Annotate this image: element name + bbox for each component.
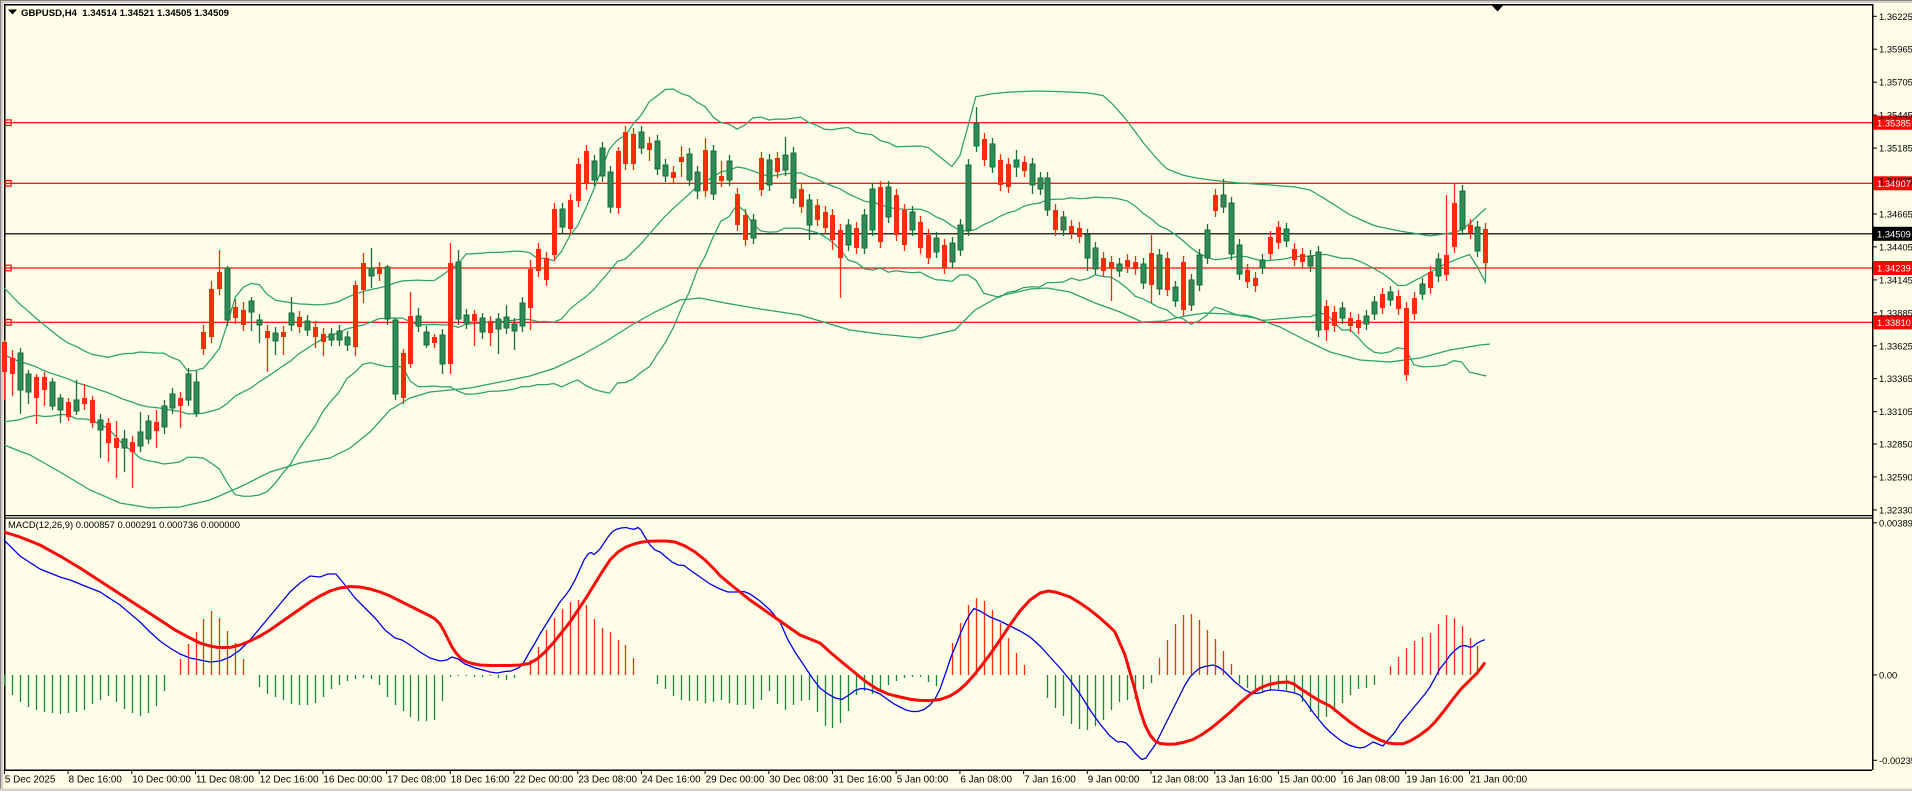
svg-text:7 Jan 16:00: 7 Jan 16:00: [1024, 775, 1076, 786]
svg-text:17 Dec 08:00: 17 Dec 08:00: [387, 775, 446, 786]
svg-text:30 Dec 08:00: 30 Dec 08:00: [769, 775, 828, 786]
svg-text:1.35705: 1.35705: [1879, 77, 1912, 88]
svg-text:16 Dec 00:00: 16 Dec 00:00: [323, 775, 382, 786]
svg-text:11 Dec 08:00: 11 Dec 08:00: [196, 775, 255, 786]
svg-text:1.32590: 1.32590: [1879, 471, 1912, 482]
svg-text:23 Dec 08:00: 23 Dec 08:00: [578, 775, 637, 786]
svg-text:6 Jan 08:00: 6 Jan 08:00: [960, 775, 1012, 786]
svg-text:1.35185: 1.35185: [1879, 143, 1912, 154]
svg-text:31 Dec 16:00: 31 Dec 16:00: [833, 775, 892, 786]
svg-text:9 Jan 00:00: 9 Jan 00:00: [1088, 775, 1140, 786]
svg-text:13 Jan 16:00: 13 Jan 16:00: [1215, 775, 1273, 786]
svg-text:1.34239: 1.34239: [1877, 263, 1911, 274]
svg-text:18 Dec 16:00: 18 Dec 16:00: [451, 775, 510, 786]
svg-text:-0.00235: -0.00235: [1879, 755, 1912, 766]
svg-text:8 Dec 16:00: 8 Dec 16:00: [69, 775, 123, 786]
svg-text:1.32850: 1.32850: [1879, 439, 1912, 450]
svg-text:1.35445: 1.35445: [1879, 110, 1912, 121]
svg-text:1.34145: 1.34145: [1879, 274, 1912, 285]
svg-text:21 Jan 00:00: 21 Jan 00:00: [1470, 775, 1528, 786]
svg-text:15 Jan 00:00: 15 Jan 00:00: [1279, 775, 1337, 786]
svg-text:1.33625: 1.33625: [1879, 340, 1912, 351]
svg-text:1.34509: 1.34509: [1877, 228, 1911, 239]
svg-text:1.34925: 1.34925: [1879, 176, 1912, 187]
svg-text:22 Dec 00:00: 22 Dec 00:00: [515, 775, 574, 786]
svg-text:1.34405: 1.34405: [1879, 241, 1912, 252]
svg-text:5 Dec 2025: 5 Dec 2025: [5, 775, 56, 786]
svg-text:1.33810: 1.33810: [1877, 317, 1911, 328]
svg-text:5 Jan 00:00: 5 Jan 00:00: [897, 775, 949, 786]
svg-text:10 Dec 00:00: 10 Dec 00:00: [132, 775, 191, 786]
svg-text:24 Dec 16:00: 24 Dec 16:00: [642, 775, 701, 786]
svg-text:1.32330: 1.32330: [1879, 504, 1912, 515]
svg-text:19 Jan 16:00: 19 Jan 16:00: [1406, 775, 1464, 786]
svg-text:0.003897: 0.003897: [1879, 517, 1912, 528]
svg-text:1.33365: 1.33365: [1879, 373, 1912, 384]
svg-text:1.35385: 1.35385: [1877, 117, 1911, 128]
svg-text:12 Dec 16:00: 12 Dec 16:00: [260, 775, 319, 786]
svg-text:29 Dec 00:00: 29 Dec 00:00: [706, 775, 765, 786]
svg-text:1.35965: 1.35965: [1879, 44, 1912, 55]
svg-text:16 Jan 08:00: 16 Jan 08:00: [1343, 775, 1401, 786]
svg-text:12 Jan 08:00: 12 Jan 08:00: [1152, 775, 1210, 786]
svg-text:1.34907: 1.34907: [1877, 178, 1911, 189]
svg-text:1.33105: 1.33105: [1879, 406, 1912, 417]
svg-text:1.36225: 1.36225: [1879, 11, 1912, 22]
svg-text:GBPUSD,H4 1.34514 1.34521 1.3: GBPUSD,H4 1.34514 1.34521 1.34505 1.3450…: [21, 8, 229, 19]
svg-text:1.34665: 1.34665: [1879, 209, 1912, 220]
svg-text:MACD(12,26,9) 0.000857 0.00029: MACD(12,26,9) 0.000857 0.000291 0.000736…: [8, 519, 240, 530]
svg-text:0.00: 0.00: [1879, 669, 1897, 680]
svg-text:1.33885: 1.33885: [1879, 307, 1912, 318]
